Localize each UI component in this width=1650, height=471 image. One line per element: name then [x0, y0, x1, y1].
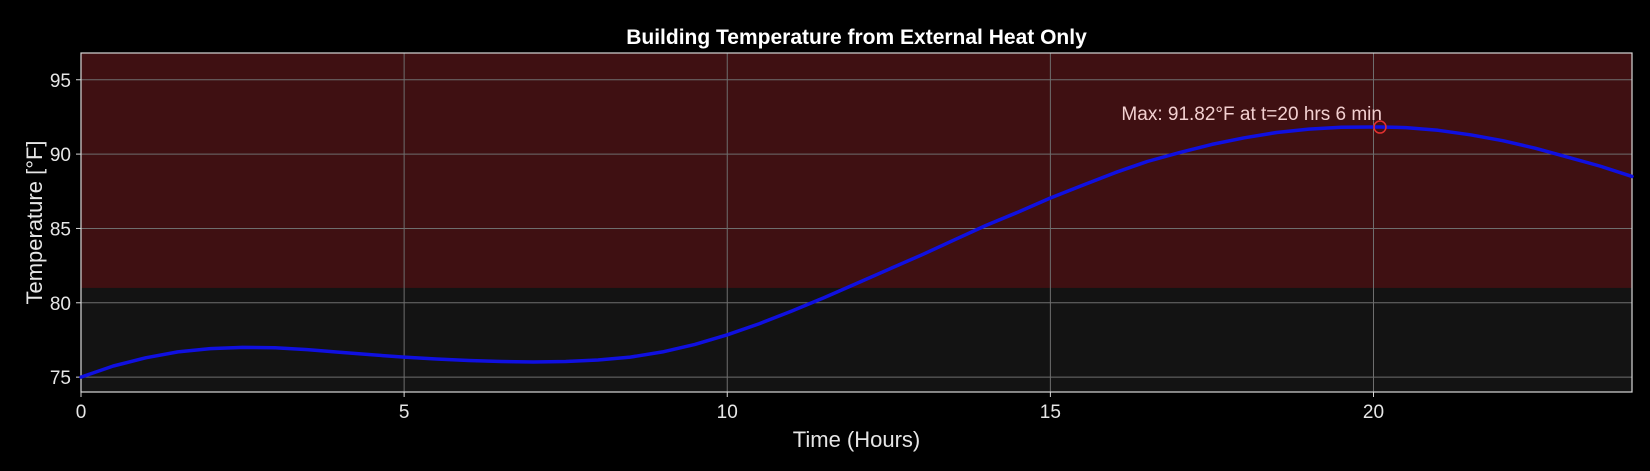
chart-title: Building Temperature from External Heat …	[626, 26, 1087, 49]
y-tick-label: 90	[50, 145, 71, 166]
y-tick-label: 85	[50, 219, 71, 240]
x-axis-ticks: 0 5 10 15 20	[76, 392, 1384, 423]
temperature-series-line	[79, 125, 1634, 379]
y-tick-label: 75	[50, 368, 71, 389]
max-temperature-marker	[1373, 120, 1387, 134]
y-tick-label: 95	[50, 71, 71, 92]
y-tick-label: 80	[50, 294, 71, 315]
max-annotation: Max: 91.82°F at t=20 hrs 6 min	[1121, 104, 1382, 125]
y-axis-label: Temperature [°F]	[22, 140, 47, 304]
y-axis-ticks: 75 80 85 90 95	[50, 71, 81, 389]
plot-frame	[80, 52, 1633, 393]
x-tick-label: 0	[76, 402, 87, 423]
x-tick-label: 20	[1363, 402, 1384, 423]
x-tick-label: 15	[1040, 402, 1061, 423]
high-temperature-band	[81, 53, 1632, 288]
x-tick-label: 5	[399, 402, 410, 423]
gridlines	[80, 53, 1632, 392]
x-tick-label: 10	[717, 402, 738, 423]
x-axis-label: Time (Hours)	[793, 427, 921, 452]
